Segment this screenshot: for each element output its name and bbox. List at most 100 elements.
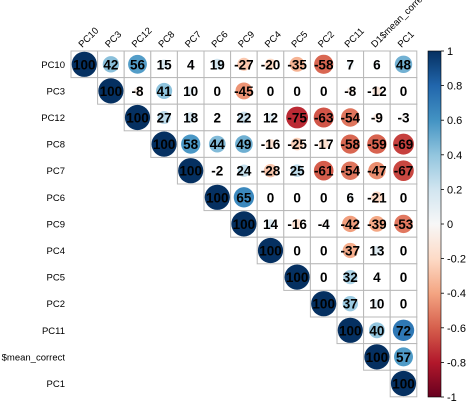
cell-1-8	[283, 77, 311, 105]
circle-3-10	[340, 134, 360, 154]
circle-4-5	[215, 168, 220, 173]
cell-value-10-12: 72	[396, 323, 411, 338]
colorbar-tick-label-8: -0.6	[447, 323, 466, 335]
col-label-4: PC7	[183, 29, 204, 50]
circle-2-2	[124, 104, 151, 131]
cell-value-5-9: 0	[320, 190, 328, 205]
circle-4-9	[313, 160, 334, 181]
cell-value-8-11: 4	[373, 270, 381, 285]
cell-value-2-9: -63	[314, 111, 334, 126]
colorbar-tick-label-9: -0.8	[447, 357, 466, 369]
circle-4-10	[341, 161, 360, 180]
circle-5-10	[347, 194, 354, 201]
row-label-10: PC11	[42, 326, 65, 337]
cell-value-0-7: -20	[261, 57, 281, 72]
cell-8-9	[309, 263, 338, 291]
circle-0-7	[264, 58, 277, 70]
circle-0-8	[289, 56, 305, 72]
cell-value-1-2: -8	[131, 84, 143, 99]
row-label-2: PC12	[41, 113, 65, 124]
cell-value-1-1: 100	[100, 84, 123, 99]
row-label-11: $mean_correct	[2, 352, 66, 363]
colorbar-tick-label-5: 0	[447, 219, 453, 231]
circle-9-9	[311, 291, 337, 317]
col-label-7: PC4	[263, 29, 284, 50]
circle-2-3	[157, 110, 171, 125]
circle-10-10	[337, 317, 363, 343]
cell-value-10-10: 100	[339, 323, 362, 338]
circle-6-8	[292, 218, 303, 229]
cell-value-8-10: 32	[343, 270, 358, 285]
cell-value-0-5: 19	[210, 57, 225, 72]
circle-1-6	[235, 82, 253, 100]
cell-value-8-8: 100	[286, 270, 309, 285]
circle-2-9	[313, 107, 334, 128]
cell-7-9	[309, 236, 338, 265]
cell-1-6	[230, 77, 258, 105]
cell-value-6-12: -53	[394, 217, 414, 232]
cell-value-4-9: -61	[314, 164, 334, 179]
cell-1-9	[309, 77, 338, 105]
cell-value-7-12: 0	[400, 244, 408, 259]
circle-0-11	[373, 61, 380, 68]
cell-value-2-12: -3	[397, 111, 409, 126]
row-label-7: PC4	[47, 246, 65, 257]
colorbar-tick-label-3: 0.4	[447, 150, 462, 162]
cell-value-2-11: -9	[371, 111, 383, 126]
cell-value-0-9: -58	[314, 57, 334, 72]
circle-9-11	[372, 299, 381, 308]
cell-value-0-4: 4	[187, 57, 195, 72]
circle-5-11	[371, 191, 383, 204]
cell-value-4-8: 25	[290, 164, 306, 179]
circle-6-10	[342, 215, 359, 233]
circle-6-11	[369, 216, 385, 232]
col-label-9: PC2	[316, 29, 337, 50]
cell-value-5-6: 65	[236, 190, 252, 205]
cell-value-1-3: 41	[157, 84, 173, 99]
circle-0-1	[102, 56, 120, 73]
circle-2-4	[185, 112, 197, 123]
circle-0-4	[188, 61, 194, 67]
cell-1-5	[203, 77, 232, 105]
cell-value-5-11: -21	[367, 190, 387, 205]
circle-3-7	[265, 139, 276, 150]
circle-7-7	[257, 237, 284, 264]
col-label-12: PC1	[396, 29, 417, 50]
row-label-4: PC7	[47, 166, 65, 177]
circle-3-3	[151, 131, 177, 157]
cell-value-2-5: 2	[214, 111, 222, 126]
cell-value-3-5: 44	[210, 137, 226, 152]
col-label-1: PC3	[103, 29, 124, 50]
circle-8-10	[343, 269, 358, 285]
circle-2-10	[341, 108, 360, 127]
row-label-6: PC9	[47, 219, 65, 230]
colorbar-tick-label-2: 0.6	[447, 115, 462, 127]
circle-2-7	[266, 113, 275, 122]
circle-5-5	[204, 184, 230, 210]
col-label-5: PC6	[210, 29, 231, 50]
cell-value-1-11: -12	[367, 84, 387, 99]
cell-value-9-11: 10	[369, 297, 384, 312]
cell-value-3-12: -69	[394, 137, 414, 152]
cell-value-4-10: -54	[341, 164, 361, 179]
circle-0-6	[237, 57, 251, 71]
circle-6-6	[231, 211, 257, 237]
cell-value-7-11: 13	[369, 244, 385, 259]
circle-3-9	[318, 138, 329, 150]
cell-value-0-11: 6	[373, 57, 381, 72]
circle-0-12	[394, 55, 413, 74]
cell-value-5-7: 0	[267, 190, 275, 205]
cell-value-1-12: 0	[400, 84, 408, 99]
cell-value-0-3: 15	[157, 57, 173, 72]
cell-2-12	[389, 103, 418, 132]
row-labels: PC10 PC3 PC12 PC8 PC7 PC6 PC9 PC4 PC5 PC2 PC11 $mea…	[2, 60, 66, 390]
cell-value-9-9: 100	[312, 297, 335, 312]
cell-value-9-12: 0	[400, 297, 408, 312]
circle-3-12	[393, 133, 414, 155]
cell-value-4-4: 100	[179, 164, 202, 179]
cell-value-2-7: 12	[263, 111, 278, 126]
cell-1-12	[389, 77, 418, 105]
cell-value-3-7: -16	[261, 137, 281, 152]
